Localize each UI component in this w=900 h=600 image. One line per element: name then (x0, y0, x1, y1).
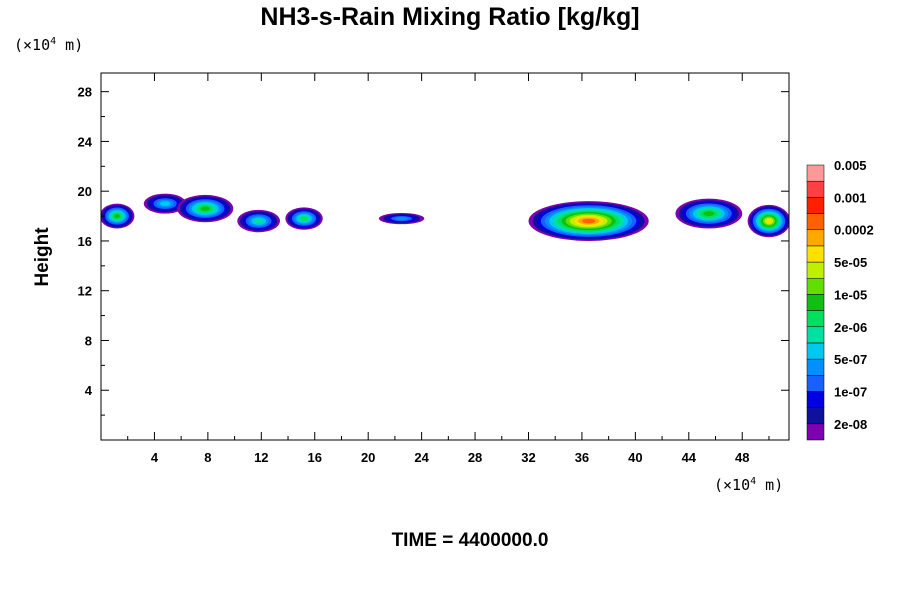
colorbar-swatch (806, 294, 825, 311)
data-field (101, 193, 789, 241)
colorbar-swatch (806, 358, 825, 376)
y-tick-label: 28 (78, 85, 92, 100)
contour-fill (114, 213, 120, 219)
y-tick-label: 8 (85, 333, 92, 348)
y-tick-label: 16 (78, 234, 92, 249)
x-tick-label: 16 (308, 450, 322, 465)
x-tick-label: 12 (254, 450, 268, 465)
colorbar-swatch (806, 213, 825, 230)
chart-title: NH3-s-Rain Mixing Ratio [kg/kg] (260, 3, 640, 31)
contour-fill (766, 218, 772, 224)
x-tick-label: 24 (414, 450, 429, 465)
x-tick-label: 48 (735, 450, 749, 465)
contour-fill (254, 218, 264, 224)
colorbar-label: 0.005 (834, 158, 867, 173)
colorbar-label: 0.001 (834, 190, 867, 205)
contour-fill (200, 206, 210, 211)
colorbar-label: 5e-07 (834, 352, 867, 367)
colorbar-swatch (806, 164, 825, 182)
y-unit-label: (×104 m) (14, 36, 84, 54)
colorbar-label: 1e-05 (834, 287, 867, 302)
contour-fill (582, 218, 596, 224)
y-tick-label: 12 (78, 284, 92, 299)
colorbar-label: 2e-06 (834, 320, 867, 335)
colorbar-label: 1e-07 (834, 384, 867, 399)
time-label: TIME = 4400000.0 (391, 530, 549, 551)
x-unit-label: (×104 m) (714, 476, 784, 494)
y-axis: 4 8 12 16 20 24 28 (78, 85, 789, 416)
x-tick-label: 20 (361, 450, 375, 465)
colorbar-swatch (806, 229, 825, 247)
x-tick-label: 28 (468, 450, 482, 465)
colorbar-swatch (806, 342, 825, 360)
colorbar-swatch (806, 407, 825, 425)
colorbar-label: 0.0002 (834, 223, 874, 238)
plot-frame (100, 72, 790, 441)
x-axis: 4 8 12 16 20 24 28 32 36 40 44 48 (127, 73, 770, 465)
colorbar-swatch (806, 310, 825, 328)
colorbar-swatch (806, 375, 825, 392)
x-tick-label: 4 (151, 450, 159, 465)
x-tick-label: 44 (682, 450, 697, 465)
colorbar-swatch (806, 261, 825, 279)
x-tick-label: 32 (521, 450, 535, 465)
y-tick-label: 20 (78, 184, 92, 199)
colorbar-swatch (806, 277, 825, 295)
x-tick-label: 36 (575, 450, 589, 465)
contour-fill (703, 211, 715, 217)
colorbar-swatch (806, 326, 825, 344)
colorbar-swatch (806, 245, 825, 263)
colorbar-label: 2e-08 (834, 417, 867, 432)
x-tick-label: 40 (628, 450, 642, 465)
contour-fill (159, 201, 171, 207)
colorbar-label: 5e-05 (834, 255, 867, 270)
colorbar-swatch (806, 197, 825, 214)
contour-fill (300, 216, 308, 221)
colorbar-swatch (806, 180, 825, 198)
contour-fill (395, 216, 409, 221)
colorbar-swatch (806, 391, 825, 408)
colorbar: 2e-08 1e-07 5e-07 2e-06 1e-05 5e-05 0.0002 0.00… (806, 158, 874, 441)
colorbar-swatch (806, 423, 825, 441)
y-tick-label: 24 (78, 134, 93, 149)
x-tick-label: 8 (204, 450, 211, 465)
y-tick-label: 4 (85, 383, 93, 398)
